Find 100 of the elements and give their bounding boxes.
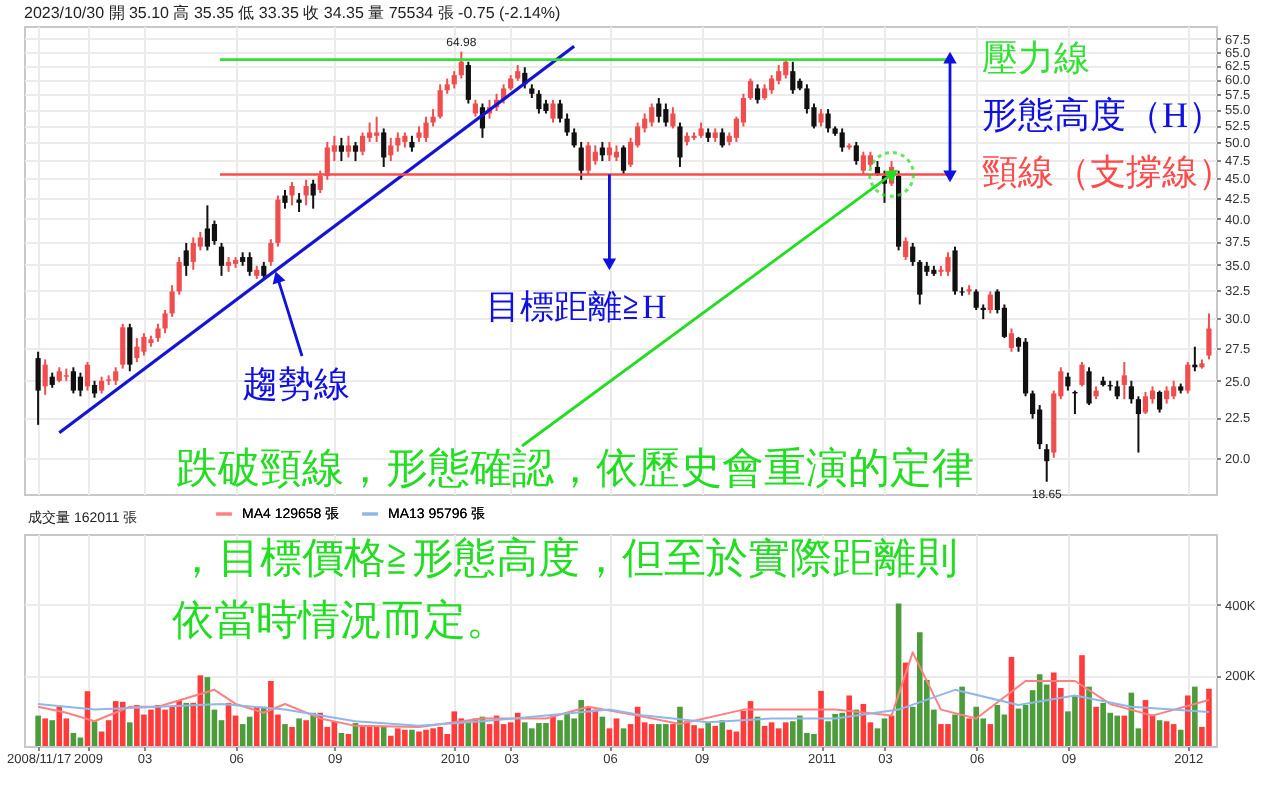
candlestick — [1185, 361, 1191, 395]
bar — [409, 729, 415, 746]
line-series — [37, 651, 1210, 728]
bar — [423, 729, 429, 746]
bar — [282, 724, 288, 746]
bar — [1192, 686, 1198, 746]
annotation: 依當時情況而定。 — [172, 596, 508, 644]
candlestick — [952, 245, 958, 296]
bar — [938, 724, 944, 746]
bar — [881, 718, 888, 746]
candlestick — [1156, 389, 1163, 414]
bar — [1050, 672, 1057, 746]
bar — [775, 728, 782, 746]
bar — [1156, 720, 1163, 746]
bar — [1184, 695, 1191, 746]
candlestick — [458, 50, 464, 80]
candlestick — [1008, 327, 1015, 353]
bar — [663, 724, 669, 746]
bar — [620, 728, 627, 746]
bar — [655, 724, 662, 746]
candlestick — [853, 140, 859, 166]
candlestick — [303, 178, 309, 207]
candlestick — [987, 290, 993, 315]
bar — [648, 724, 655, 746]
candlestick — [35, 350, 41, 426]
bar — [49, 720, 56, 746]
bar — [550, 716, 556, 746]
candlestick — [550, 98, 556, 124]
candlestick — [1121, 361, 1127, 401]
candlestick — [1171, 379, 1177, 401]
candlestick — [677, 121, 683, 168]
candlestick — [437, 83, 443, 120]
chart-title: 2023/10/30 開 35.10 高 35.35 低 33.35 收 34.35 量 75534 張 -0.75 (-2.14%) — [24, 4, 562, 22]
bar — [564, 713, 570, 746]
candlestick — [183, 241, 189, 277]
candlestick — [719, 127, 725, 149]
candlestick — [1079, 361, 1085, 388]
annotation: 形態高度（H） — [982, 95, 1224, 136]
bar — [42, 718, 48, 746]
bar — [578, 700, 585, 746]
bar — [790, 721, 796, 746]
bar — [402, 729, 408, 746]
candlestick — [282, 188, 288, 210]
bar — [1086, 686, 1092, 746]
candlestick — [190, 236, 196, 271]
bar — [289, 726, 295, 746]
candlestick — [374, 115, 380, 143]
candlestick — [289, 181, 295, 207]
bar — [253, 706, 260, 746]
candlestick — [359, 131, 366, 157]
bar — [585, 706, 592, 746]
candlestick — [84, 361, 91, 392]
annotation: ，目標價格≧形態高度，但至於實際距離則 — [176, 534, 958, 582]
candlestick — [769, 74, 775, 95]
candlestick — [296, 192, 302, 214]
bar — [268, 680, 274, 746]
candlestick — [338, 136, 344, 163]
candlestick — [903, 236, 909, 261]
candlestick — [127, 322, 133, 373]
line-series — [37, 688, 1210, 727]
bar — [1177, 729, 1184, 746]
bar — [1163, 721, 1170, 746]
bar — [35, 715, 41, 746]
bar — [1093, 706, 1099, 746]
candlestick — [141, 332, 147, 357]
candlestick — [120, 322, 126, 370]
bar — [387, 735, 394, 746]
candlestick — [77, 371, 84, 398]
bar — [973, 706, 979, 746]
bar — [825, 721, 831, 746]
bar — [176, 700, 182, 746]
bar — [1072, 695, 1078, 746]
candlestick — [670, 106, 676, 130]
candlestick — [310, 178, 316, 210]
bar — [945, 724, 951, 746]
candlestick — [825, 108, 831, 134]
candlestick — [247, 251, 253, 277]
bar — [127, 722, 133, 746]
candlestick — [1114, 379, 1120, 401]
candlestick — [352, 140, 359, 163]
bar — [303, 720, 309, 746]
bar — [380, 725, 387, 746]
candlestick — [649, 102, 655, 128]
bar — [119, 701, 126, 746]
bar — [797, 715, 803, 746]
bar — [296, 718, 302, 746]
bar — [691, 725, 697, 746]
candlestick — [381, 127, 387, 168]
candlestick — [839, 127, 845, 153]
bar — [529, 728, 535, 746]
candlestick — [211, 219, 218, 246]
annotation: 跌破頸線，形態確認，依歷史會重演的定律 — [176, 444, 974, 492]
bar — [670, 724, 676, 746]
bar — [959, 686, 965, 746]
bar — [768, 722, 775, 746]
ref-line-label: 壓力線 — [982, 37, 1090, 78]
candlestick — [776, 64, 782, 86]
candlestick — [395, 131, 401, 153]
bar — [712, 725, 719, 746]
bar — [451, 711, 458, 746]
